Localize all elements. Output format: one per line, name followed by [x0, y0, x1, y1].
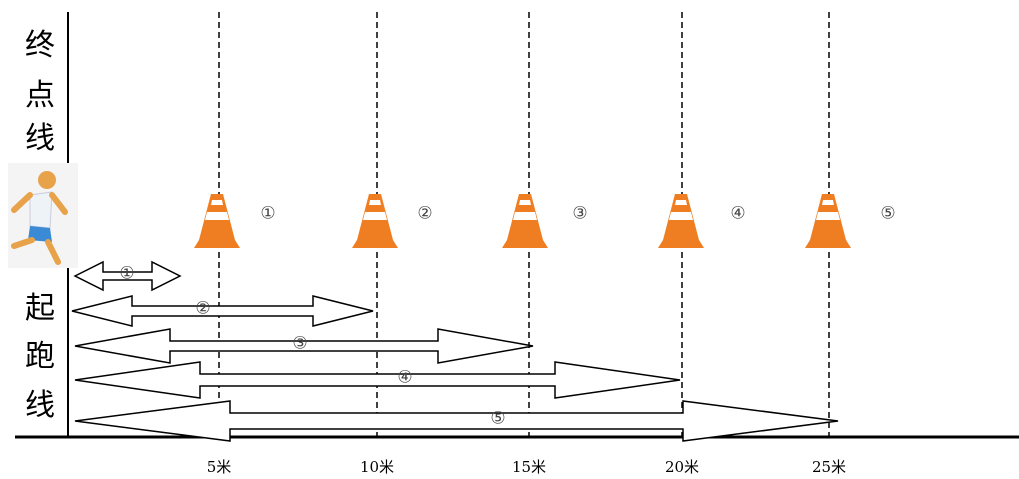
start-line-char: 线 — [25, 388, 55, 423]
diagram: 终点线起跑线5米10米15米20米25米①②③④⑤①②③④⑤ — [0, 0, 1019, 479]
arrow-label: ④ — [397, 368, 412, 388]
start-line-char: 起 — [25, 291, 55, 326]
cone-stripe — [363, 212, 387, 220]
start-line-char: 跑 — [25, 339, 55, 374]
cone-stripe — [519, 200, 531, 205]
arrow-label: ① — [119, 264, 134, 284]
double-arrow — [75, 401, 838, 441]
cone-label: ④ — [730, 204, 745, 224]
finish-line-char: 终 — [25, 28, 55, 63]
runner — [8, 163, 78, 268]
cone-label: ① — [260, 204, 275, 224]
cone-stripe — [211, 200, 223, 205]
finish-line-char: 线 — [25, 121, 55, 156]
arrow-label: ③ — [292, 334, 307, 354]
double-arrow — [72, 296, 373, 326]
distance-label: 15米 — [512, 458, 546, 476]
cone-label: ③ — [572, 204, 587, 224]
distance-label: 20米 — [665, 458, 699, 476]
distance-label: 25米 — [812, 458, 846, 476]
cone-stripe — [669, 212, 693, 220]
cone-stripe — [675, 200, 687, 205]
finish-line-char: 点 — [25, 78, 55, 113]
cone-stripe — [205, 212, 229, 220]
arrow-label: ② — [195, 299, 210, 319]
cone-stripe — [822, 200, 834, 205]
distance-label: 5米 — [207, 458, 232, 476]
distance-label: 10米 — [360, 458, 394, 476]
cone-stripe — [816, 212, 840, 220]
cone-stripe — [513, 212, 537, 220]
cone-label: ② — [417, 204, 432, 224]
cone-stripe — [369, 200, 381, 205]
cone-label: ⑤ — [880, 204, 895, 224]
arrow-label: ⑤ — [490, 409, 505, 429]
